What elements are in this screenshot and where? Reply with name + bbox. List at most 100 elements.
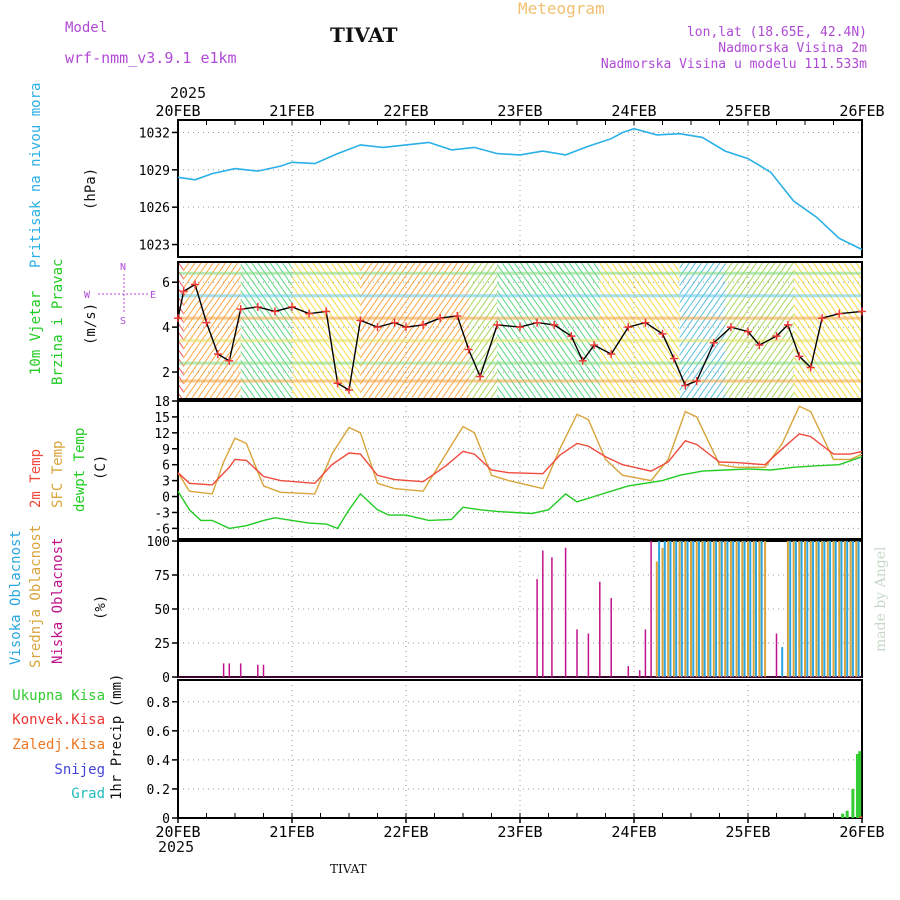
wind-gust-marker (516, 323, 524, 332)
wind-gust-marker (356, 316, 365, 325)
ytick-label-2: 12 (154, 427, 170, 442)
ytick-label-4: 0.4 (147, 754, 171, 769)
year-bottom: 2025 (158, 838, 195, 856)
wind-gust-marker (464, 345, 473, 354)
wind-gust-marker (270, 307, 279, 316)
wind-gust-marker (681, 381, 690, 390)
precip-bar-0 (858, 751, 862, 818)
wind-gust-marker (744, 327, 752, 336)
wind-rose-w: W (84, 290, 91, 301)
wind-gust-marker (567, 332, 576, 341)
wind-gust-marker (709, 338, 718, 347)
wind-gust-marker (288, 302, 296, 311)
wind-band-6 (497, 262, 600, 399)
wind-band-10 (793, 262, 862, 399)
model-name: wrf-nmm_v3.9.1 e1km (65, 49, 237, 67)
model-label: Model (65, 20, 108, 36)
station-height: Nadmorska Visina 2m (718, 41, 867, 56)
wind-gust-marker (236, 305, 245, 314)
station-title: TIVAT (330, 23, 398, 47)
precip-bar-0 (855, 754, 859, 818)
xtick-label-top: 25FEB (725, 102, 770, 120)
wind-gust-marker (419, 320, 428, 329)
xtick-label-top: 22FEB (383, 102, 428, 120)
model-height: Nadmorska Visina u modelu 111.533m (600, 57, 867, 72)
wind-gust-marker (658, 329, 667, 338)
ytick-label-4: 0 (162, 812, 170, 827)
wind-gust-marker (624, 323, 633, 332)
wind-gust-marker (806, 363, 815, 372)
wind-gust-marker (179, 287, 188, 296)
precip-bar-1 (859, 816, 863, 818)
wind-band-3 (292, 262, 361, 399)
wind-speed-line (177, 283, 863, 392)
xtick-label-bottom: 21FEB (269, 823, 314, 841)
ytick-label-1: 2 (162, 366, 170, 381)
pressure-line (177, 127, 863, 251)
precip-legend-hail: Grad (71, 786, 105, 802)
ytick-label-0: 1032 (139, 126, 170, 141)
precip-legend-conv: Konvek.Kisa (12, 712, 105, 728)
xtick-label-top: 20FEB (155, 102, 200, 120)
xtick-label-top: 26FEB (839, 102, 884, 120)
ytick-label-0: 1029 (139, 164, 170, 179)
wind-gust-marker (213, 350, 222, 359)
wind-gust-marker (202, 318, 211, 327)
wind-gust-marker (607, 350, 616, 359)
xtick-label-bottom: 25FEB (725, 823, 770, 841)
wind-gust-marker (772, 332, 781, 341)
wind-gust-marker (453, 311, 462, 320)
dewpoint-line (177, 456, 863, 530)
precip-legend-total: Ukupna Kisa (12, 688, 105, 704)
precip-legend-frz: Zaledj.Kisa (12, 737, 105, 753)
xtick-label-top: 23FEB (497, 102, 542, 120)
wind-band-2 (240, 262, 292, 399)
xtick-label-bottom: 24FEB (611, 823, 656, 841)
temp-2m-line (177, 433, 863, 486)
wind-gust-marker (858, 307, 866, 316)
wind-rose-e: E (150, 290, 156, 301)
wind-gust-marker (533, 318, 542, 327)
wind-gust-marker (373, 323, 382, 332)
wind-gust-marker (641, 318, 650, 327)
ytick-label-2: 3 (162, 475, 170, 490)
wind-gust-marker (755, 341, 764, 350)
wind-gust-marker (550, 320, 559, 329)
panel-frame-1 (177, 261, 863, 400)
wind-band-7 (599, 262, 680, 399)
wind-gust-marker (322, 307, 331, 316)
ytick-label-0: 1026 (139, 201, 170, 216)
precip-bar-0 (845, 810, 849, 818)
precip-bar-0 (851, 788, 855, 818)
wind-gust-marker (669, 354, 678, 363)
precip-legend-snow: Snijeg (54, 762, 105, 778)
wind-gust-marker (253, 302, 262, 311)
wind-gust-marker (305, 309, 314, 318)
wind-gust-marker (493, 320, 502, 329)
wind-band-8 (679, 262, 726, 399)
ytick-label-2: 0 (162, 491, 170, 506)
wind-gust-marker (835, 309, 844, 318)
panel-frame-2 (177, 400, 863, 540)
wind-rose-s: S (120, 316, 126, 327)
wind-gust-marker (345, 386, 353, 395)
xtick-label-top: 24FEB (611, 102, 656, 120)
wind-gust-marker (726, 323, 735, 332)
wind-gust-marker (818, 314, 827, 323)
wind-gust-marker (590, 341, 599, 350)
ytick-label-3: 25 (154, 637, 170, 652)
xtick-label-bottom: 26FEB (839, 823, 884, 841)
footer-station: TIVAT (330, 862, 367, 876)
wind-gust-marker (174, 314, 182, 323)
ytick-label-3: 0 (162, 671, 170, 686)
wind-gust-marker (436, 314, 445, 323)
ytick-label-3: 75 (154, 569, 170, 584)
ytick-label-2: 6 (162, 459, 170, 474)
wind-band-0 (178, 262, 184, 399)
ytick-label-2: 9 (162, 443, 170, 458)
wind-gust-marker (795, 352, 804, 361)
wind-gust-marker (578, 356, 587, 365)
ytick-label-2: 18 (154, 395, 170, 410)
ytick-label-4: 0.6 (147, 725, 170, 740)
